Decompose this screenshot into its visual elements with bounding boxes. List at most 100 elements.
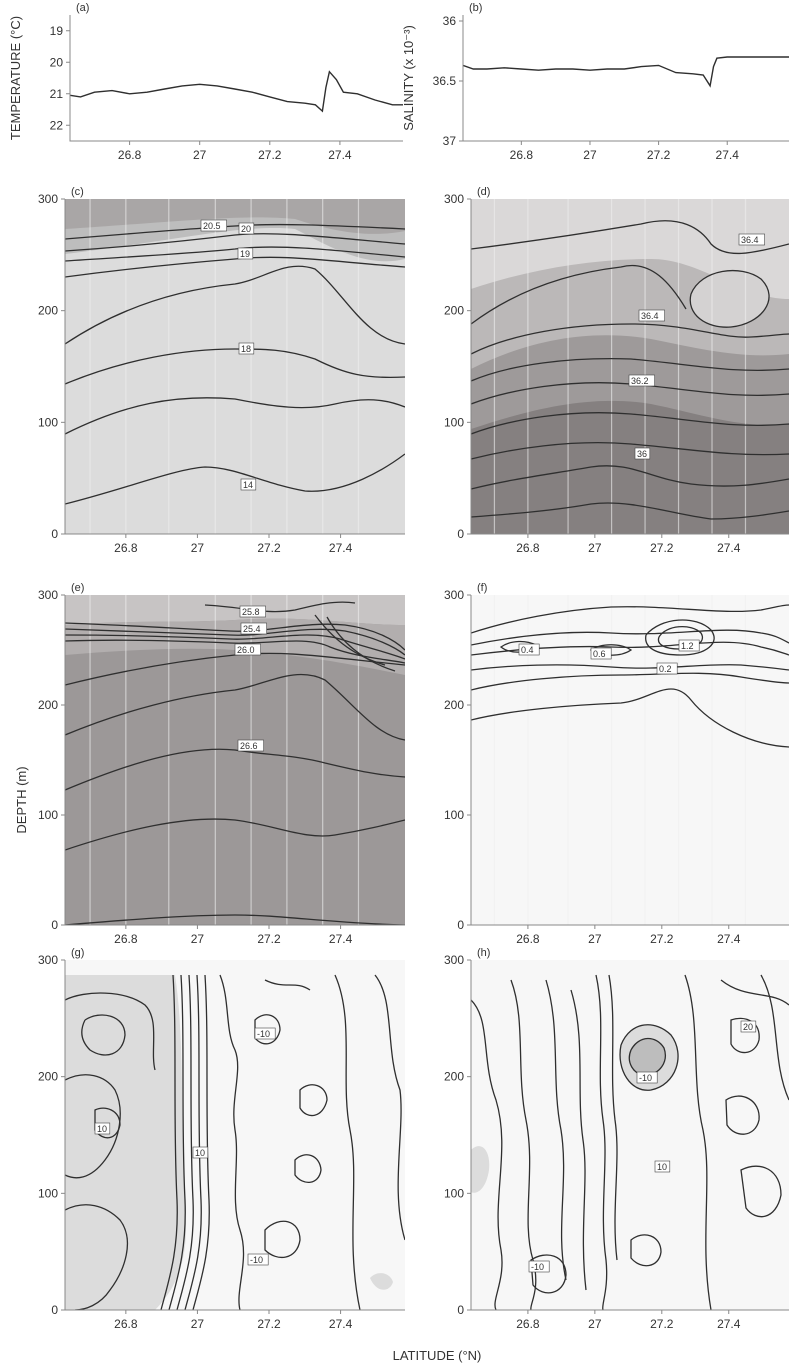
contour-line: [471, 442, 789, 460]
svg-text:-10: -10: [639, 1073, 652, 1083]
y-tick-label: 22: [50, 118, 64, 132]
contour-fill: [65, 975, 186, 1310]
contour-label: 19: [237, 247, 254, 260]
contour-label: 26.6: [237, 739, 264, 752]
contour-line: [471, 502, 789, 520]
svg-text:14: 14: [243, 480, 253, 490]
contour-line: [264, 1220, 301, 1259]
svg-text:20: 20: [743, 1022, 753, 1032]
panel-label-d: (d): [477, 186, 490, 198]
contour-line: [65, 1204, 128, 1310]
contour-line: [630, 1234, 662, 1267]
x-tick-label: 27: [588, 1317, 602, 1331]
svg-text:1.2: 1.2: [681, 641, 694, 651]
y-tick-label: 0: [51, 918, 58, 932]
x-tick-label: 27.2: [257, 1317, 281, 1331]
contour-line: [471, 999, 503, 1310]
contour-line: [608, 974, 618, 1261]
panel-c: 20.5 20 19 18 14 26.8 27 27.2 27.4 0 100 200 300 (c): [38, 186, 405, 555]
contour-line: [299, 1084, 328, 1117]
contour-label: 1.2: [678, 639, 700, 652]
y-tick-label: 100: [444, 808, 464, 822]
contour-label: 25.8: [239, 605, 266, 618]
contour-line: [730, 1017, 760, 1054]
contour-label: 18: [238, 342, 255, 355]
y-tick-label: 0: [51, 527, 58, 541]
x-tick-label: 27: [588, 541, 602, 555]
x-tick-label: 26.8: [114, 1317, 138, 1331]
svg-text:10: 10: [195, 1148, 205, 1158]
panel-f: 0.4 0.6 1.2 0.2 26.8 27 27.2 27.4 0 100 200 300 (f): [444, 582, 789, 946]
contour-line: [65, 748, 405, 791]
contour-line: [595, 974, 608, 1310]
y-tick-label: 200: [38, 698, 58, 712]
contour-line: [65, 914, 405, 925]
contour-label: 20: [740, 1020, 757, 1033]
x-tick-label: 27: [588, 932, 602, 946]
panel-g: 10 10 -10 -10 26.8 27 27.2 27.4 0 100 200 300 (g): [38, 947, 405, 1331]
y-tick-label: 100: [38, 415, 58, 429]
contour-line: [65, 818, 405, 851]
contour-fill: [690, 270, 770, 328]
contour-fill: [65, 595, 405, 625]
y-tick-label: 200: [38, 304, 58, 318]
svg-text:10: 10: [657, 1162, 667, 1172]
contour-line: [254, 1014, 281, 1045]
svg-text:10: 10: [97, 1124, 107, 1134]
contour-line: [471, 220, 789, 255]
plot-area-h: -10 20 10 -10: [471, 960, 789, 1310]
plot-area-f: 0.4 0.6 1.2 0.2: [471, 595, 789, 925]
x-tick-label: 27: [193, 148, 207, 162]
ylabel-a: TEMPERATURE (°C): [8, 16, 23, 140]
contour-line: [65, 265, 405, 345]
contour-line: [326, 616, 396, 672]
contour-line: [471, 358, 789, 382]
x-tick-label: 27.2: [257, 932, 281, 946]
panel-label-e: (e): [71, 582, 84, 594]
x-tick-label: 27.4: [329, 932, 353, 946]
contour-line: [570, 989, 587, 1291]
contour-line: [65, 992, 156, 1071]
contour-line: [334, 974, 361, 1310]
contour-label: 0.4: [518, 643, 540, 656]
contour-label: 0.6: [590, 647, 612, 660]
svg-text:19: 19: [240, 249, 250, 259]
contour-fill: [471, 1146, 490, 1193]
svg-text:36.4: 36.4: [741, 235, 759, 245]
axis-frame: [462, 15, 789, 142]
svg-text:0.2: 0.2: [659, 664, 672, 674]
contour-line: [65, 348, 405, 385]
panel-h: -10 20 10 -10 26.8 27 27.2 27.4 0 100 200 300 (h): [444, 947, 789, 1331]
svg-text:0.4: 0.4: [521, 645, 534, 655]
contour-line: [720, 979, 789, 1006]
y-tick-label: 300: [38, 192, 58, 206]
y-tick-label: 21: [50, 87, 64, 101]
contour-line: [530, 1254, 567, 1294]
contour-line: [192, 974, 210, 1310]
panel-label-b: (b): [469, 2, 482, 14]
x-tick-label: 26.8: [510, 148, 534, 162]
contour-label: -10: [528, 1260, 550, 1273]
ylabel-depth: DEPTH (m): [14, 766, 29, 833]
contour-label: 26.0: [234, 643, 261, 656]
contour-line: [545, 979, 567, 1281]
panel-a: 26.8 27 27.2 27.4 22 21 20 19 (a) TEMPERATURE (°C…: [8, 2, 403, 162]
contour-line: [204, 601, 356, 613]
y-tick-label: 36.5: [433, 74, 457, 88]
x-tick-label: 27.2: [257, 541, 281, 555]
panel-label-h: (h): [477, 947, 490, 959]
y-tick-label: 300: [444, 192, 464, 206]
contour-line: [645, 619, 715, 656]
svg-text:36: 36: [637, 449, 647, 459]
plot-area-c: 20.5 20 19 18 14: [65, 199, 405, 534]
contour-label: 10: [192, 1146, 209, 1159]
x-tick-label: 27.4: [717, 932, 741, 946]
contour-line: [81, 1014, 126, 1056]
panel-b: 26.8 27 27.2 27.4 37 36.5 36 (b) SALINITY (x 10⁻…: [401, 2, 789, 162]
contour-line: [65, 246, 405, 262]
contour-line: [684, 974, 712, 1310]
svg-text:20.5: 20.5: [203, 221, 221, 231]
panel-e: 25.8 25.4 26.0 26.6 26.8 27 27.2 27.4 0 100 200 300…: [38, 582, 405, 946]
contour-label: 0.2: [656, 662, 678, 675]
